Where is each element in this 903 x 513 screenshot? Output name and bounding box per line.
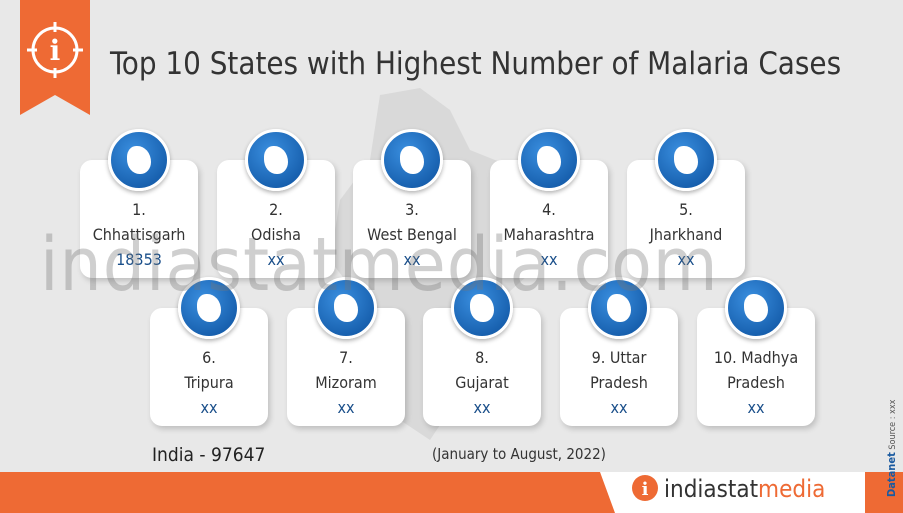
state-icon: [655, 129, 717, 191]
cases: 18353: [116, 250, 162, 269]
source: Source : xxx: [888, 399, 898, 450]
state-card: 2. Odisha xx: [217, 160, 335, 278]
svg-text:i: i: [50, 34, 61, 67]
rank: 8.: [475, 348, 489, 367]
total: India - 97647: [152, 444, 266, 466]
brand: Datanet: [885, 452, 898, 497]
cases: xx: [200, 398, 218, 417]
state-icon: [315, 277, 377, 339]
state-name: Pradesh: [727, 373, 785, 392]
rank: 9. Uttar: [591, 348, 647, 367]
rank: 7.: [339, 348, 353, 367]
cases: xx: [337, 398, 355, 417]
cases: xx: [403, 250, 421, 269]
cases: xx: [473, 398, 491, 417]
state-name: Mizoram: [315, 373, 377, 392]
rank: 2.: [269, 200, 283, 219]
state-name: Odisha: [251, 225, 301, 244]
svg-text:i: i: [642, 479, 649, 500]
state-icon: [245, 129, 307, 191]
state-icon: [381, 129, 443, 191]
cases: xx: [677, 250, 695, 269]
rank: 5.: [679, 200, 693, 219]
cases: xx: [747, 398, 765, 417]
state-name: Gujarat: [455, 373, 509, 392]
state-name: Pradesh: [590, 373, 648, 392]
state-name: Jharkhand: [649, 225, 723, 244]
state-name: Chhattisgarh: [92, 225, 186, 244]
state-icon: [108, 129, 170, 191]
source-note: Datanet Source : xxx: [885, 400, 898, 497]
state-name: West Bengal: [367, 225, 457, 244]
rank: 10. Madhya: [713, 348, 799, 367]
rank: 6.: [202, 348, 216, 367]
state-icon: [588, 277, 650, 339]
state-icon: [451, 277, 513, 339]
cases: xx: [267, 250, 285, 269]
cases: xx: [610, 398, 628, 417]
state-icon: [178, 277, 240, 339]
watermark: indiastatmedia.com: [40, 222, 719, 308]
state-icon: [518, 129, 580, 191]
logo: indiastatmedia: [664, 475, 825, 503]
rank: 3.: [405, 200, 419, 219]
cases: xx: [540, 250, 558, 269]
period: (January to August, 2022): [432, 445, 606, 463]
title: Top 10 States with Highest Number of Mal…: [110, 46, 842, 82]
state-icon: [725, 277, 787, 339]
state-name: Maharashtra: [503, 225, 595, 244]
logo-part: indiastat: [664, 475, 759, 503]
rank: 4.: [542, 200, 556, 219]
rank: 1.: [132, 200, 146, 219]
logo-part: media: [758, 475, 826, 503]
state-name: Tripura: [184, 373, 234, 392]
state-card: 4. Maharashtra xx: [490, 160, 608, 278]
